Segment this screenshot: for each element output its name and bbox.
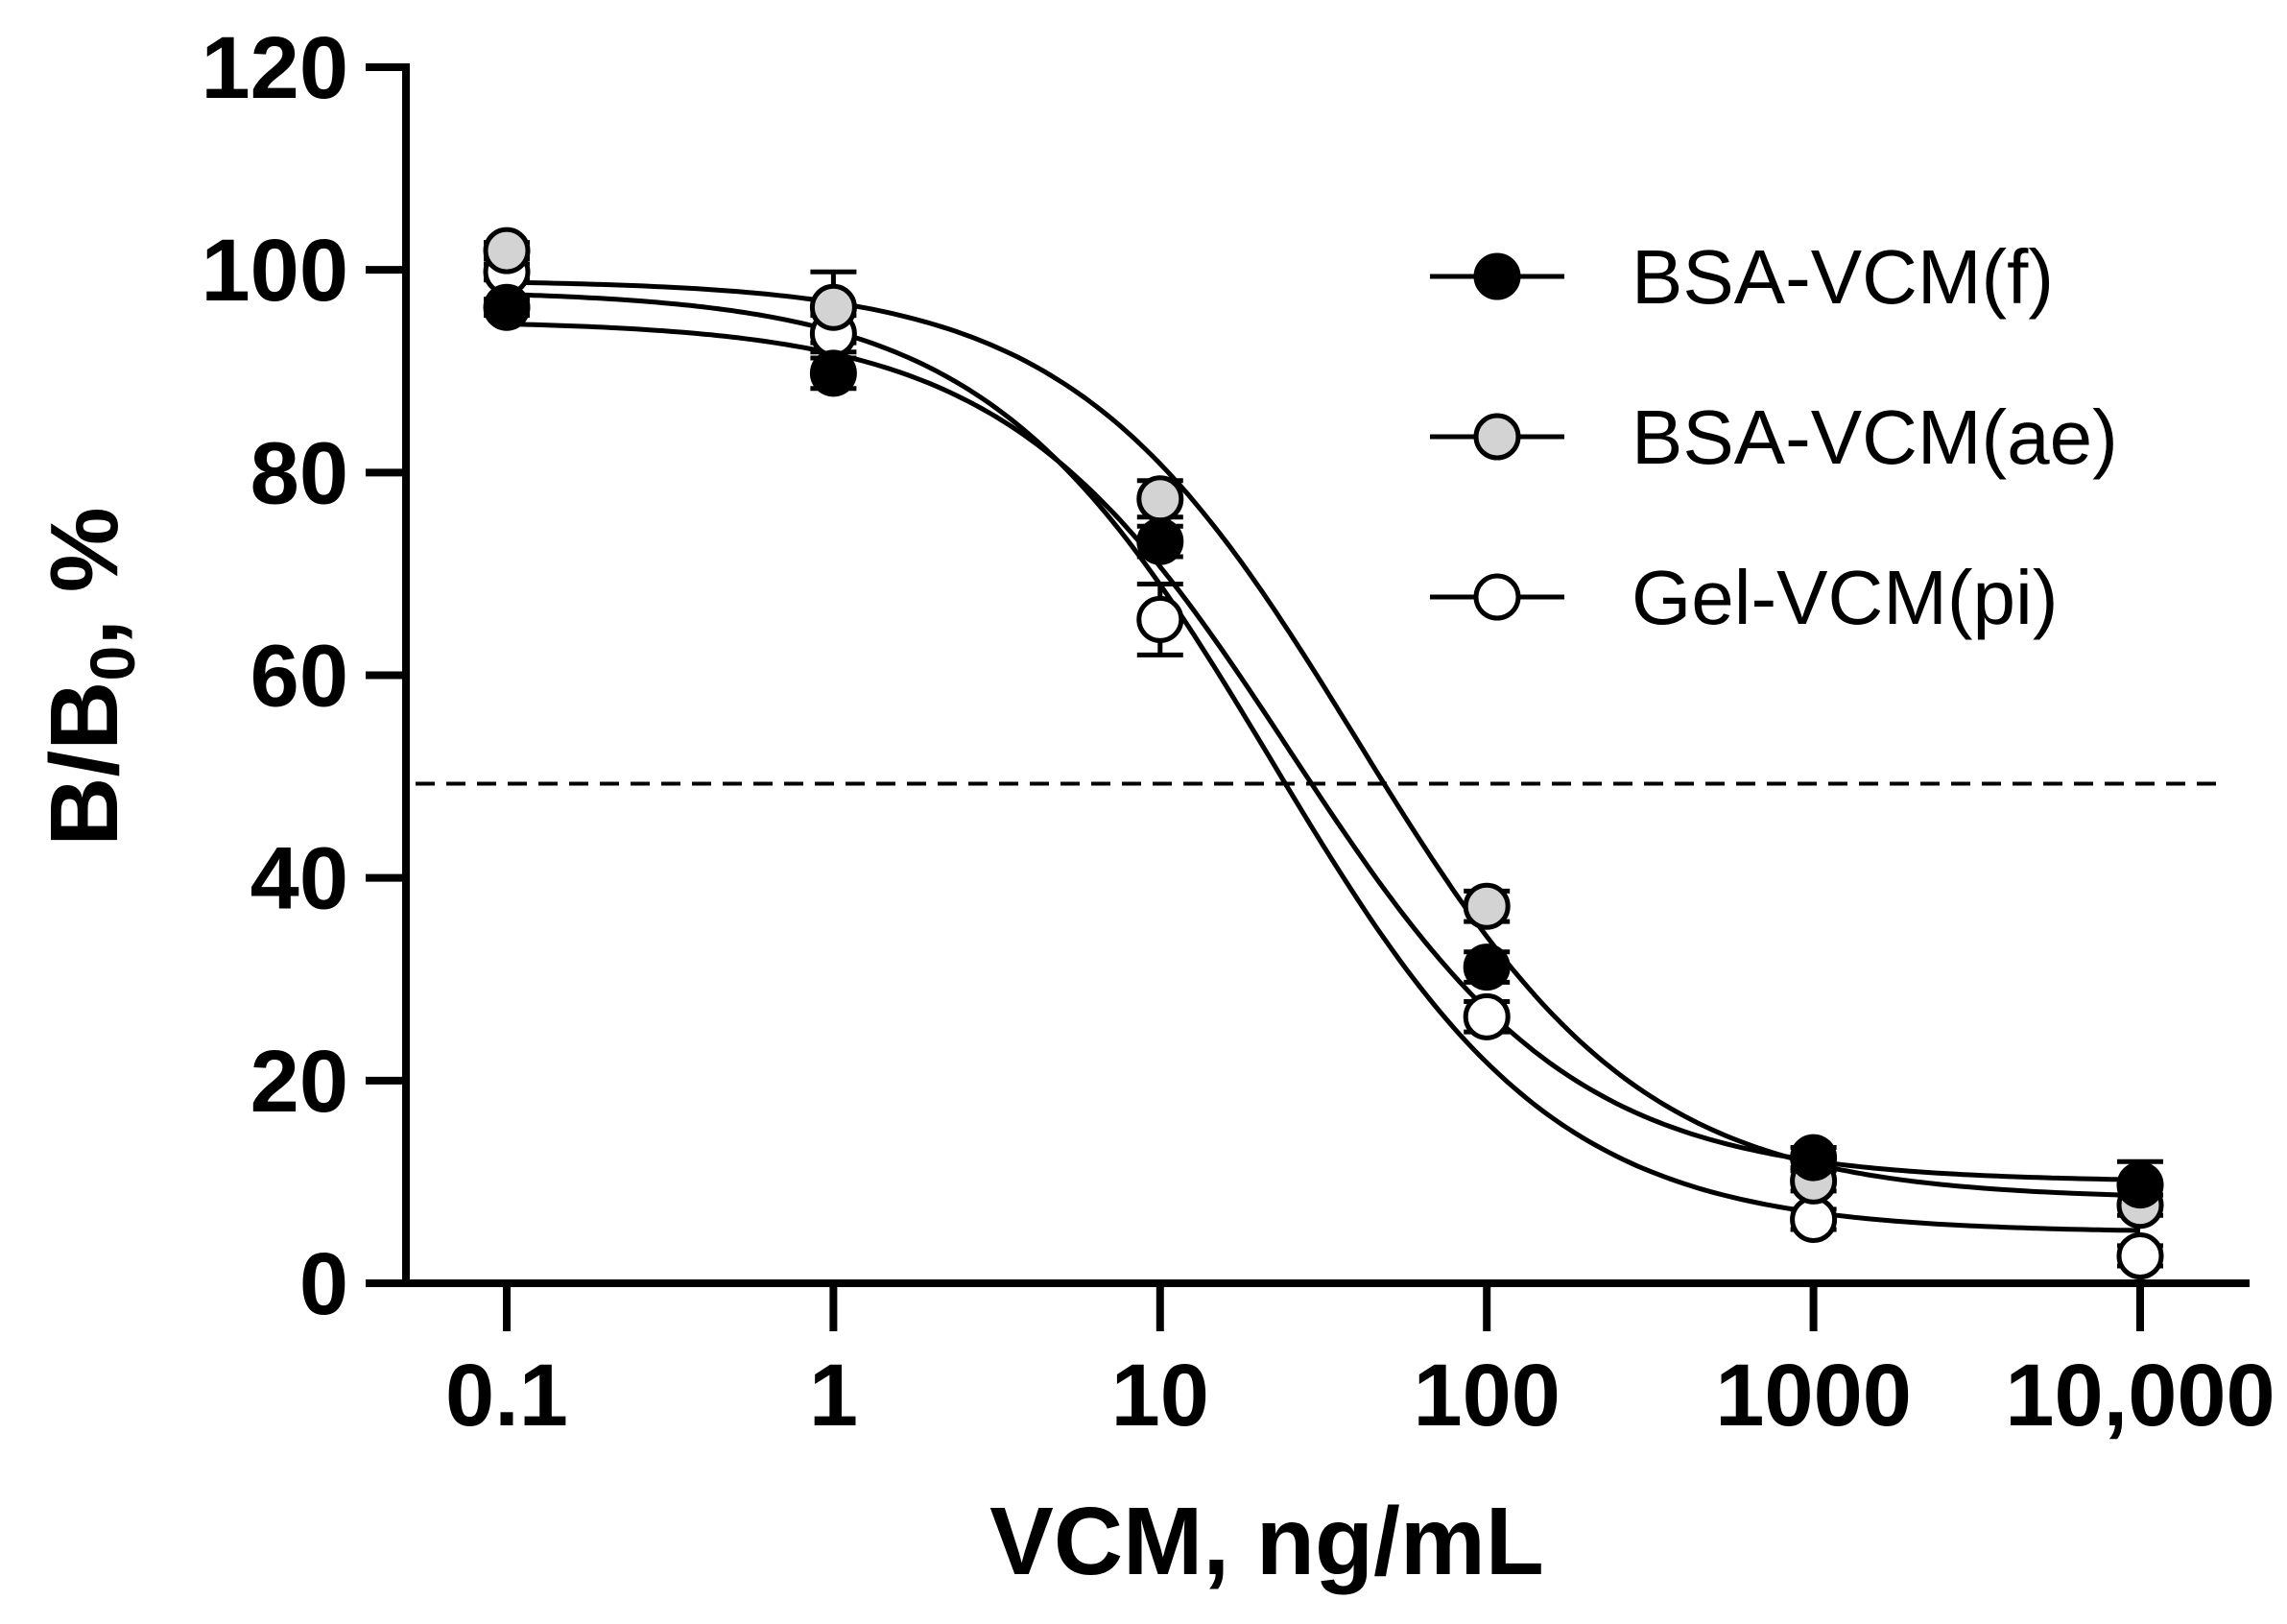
y-tick-label: 40 xyxy=(250,830,348,928)
legend-label: Gel-VCM(pi) xyxy=(1632,555,2058,640)
data-point xyxy=(1136,595,1184,643)
data-point xyxy=(809,283,857,331)
legend-marker xyxy=(1473,252,1521,300)
data-point xyxy=(1463,943,1511,991)
x-tick-label: 1 xyxy=(809,1347,858,1445)
x-axis-title: VCM, ng/mL xyxy=(989,1488,1544,1595)
data-point xyxy=(1136,475,1184,523)
data-point xyxy=(483,283,531,331)
legend-marker xyxy=(1473,573,1521,621)
x-tick-label: 1000 xyxy=(1715,1347,1912,1445)
data-markers xyxy=(483,227,2164,1279)
data-point xyxy=(1463,882,1511,930)
y-axis-title: B/B0, % xyxy=(31,507,148,846)
x-ticks: 0.1 1 10 100 1000 10,000 xyxy=(445,1283,2275,1445)
x-tick-label: 10 xyxy=(1111,1347,1209,1445)
legend: BSA-VCM(f) BSA-VCM(ae) Gel-VCM(pi) xyxy=(1430,234,2118,640)
y-tick-label: 60 xyxy=(250,628,348,726)
y-ticks: 0 20 40 60 80 100 120 xyxy=(202,19,406,1333)
y-axis-title-suffix: , % xyxy=(31,507,138,645)
data-point xyxy=(2116,1161,2164,1209)
legend-marker xyxy=(1473,413,1521,461)
data-point xyxy=(809,349,857,397)
data-point xyxy=(2116,1231,2164,1279)
legend-label: BSA-VCM(ae) xyxy=(1632,394,2118,480)
x-tick-label: 100 xyxy=(1413,1347,1560,1445)
fit-curve xyxy=(506,322,2141,1182)
data-point xyxy=(1463,992,1511,1040)
fit-curve xyxy=(506,292,2141,1233)
fit-curves xyxy=(506,279,2141,1233)
data-point xyxy=(1790,1134,1838,1182)
y-tick-label: 0 xyxy=(299,1235,348,1333)
y-tick-label: 120 xyxy=(202,19,349,117)
y-tick-label: 80 xyxy=(250,424,348,522)
y-axis-title-subscript: 0 xyxy=(77,646,148,681)
y-axis-title-main: B/B xyxy=(31,681,138,846)
fit-curve xyxy=(506,279,2141,1199)
data-point xyxy=(483,227,531,275)
x-tick-label: 0.1 xyxy=(445,1347,568,1445)
data-point xyxy=(1136,517,1184,565)
y-tick-label: 20 xyxy=(250,1033,348,1131)
y-tick-label: 100 xyxy=(202,222,349,320)
data-point xyxy=(1790,1195,1838,1243)
x-tick-label: 10,000 xyxy=(2005,1347,2275,1445)
legend-label: BSA-VCM(f) xyxy=(1632,234,2054,320)
